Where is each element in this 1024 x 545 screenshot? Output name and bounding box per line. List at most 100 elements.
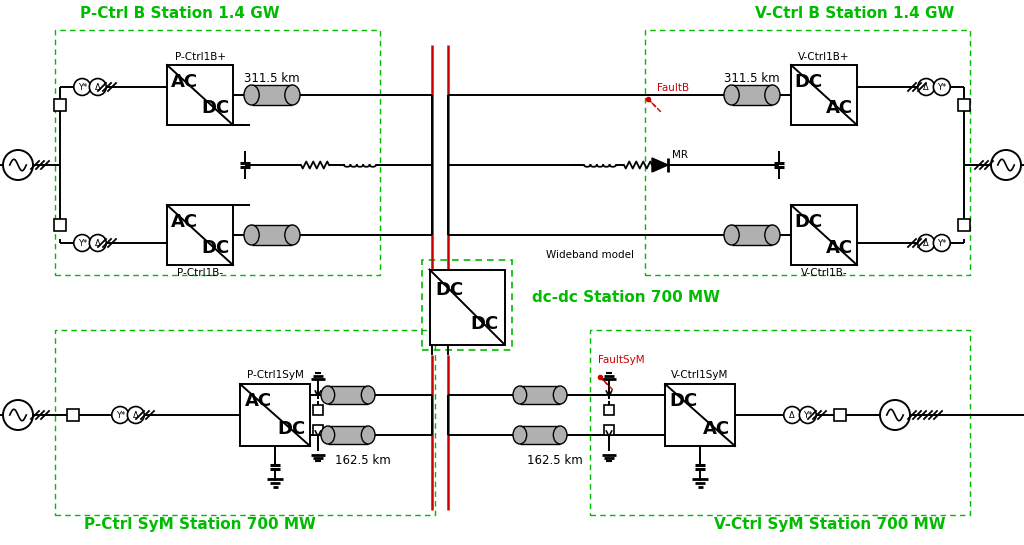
Bar	[54, 99, 66, 111]
Ellipse shape	[553, 386, 567, 404]
Text: DC: DC	[202, 99, 229, 117]
Ellipse shape	[285, 85, 300, 105]
Circle shape	[74, 234, 91, 251]
Text: DC: DC	[795, 213, 822, 231]
Text: FaultSyM: FaultSyM	[598, 355, 645, 365]
Text: DC: DC	[670, 392, 697, 410]
Bar	[252, 85, 293, 105]
Ellipse shape	[321, 426, 335, 444]
Text: DC: DC	[202, 239, 229, 257]
Text: DC: DC	[795, 73, 822, 91]
Ellipse shape	[553, 426, 567, 444]
Circle shape	[112, 407, 129, 423]
Text: Y*: Y*	[937, 239, 946, 247]
Bar	[55, 330, 435, 515]
Text: 162.5 km: 162.5 km	[527, 453, 583, 467]
Bar	[422, 260, 512, 350]
Bar	[313, 405, 323, 415]
Bar	[328, 426, 369, 444]
Text: DC: DC	[278, 420, 305, 438]
Bar	[252, 225, 293, 245]
Circle shape	[991, 150, 1021, 180]
Circle shape	[783, 407, 801, 423]
Bar	[328, 386, 369, 404]
Text: MR: MR	[672, 150, 688, 160]
Bar	[604, 425, 614, 435]
Circle shape	[918, 234, 935, 251]
Bar	[167, 205, 233, 265]
Ellipse shape	[244, 225, 259, 245]
Text: AC: AC	[826, 99, 853, 117]
Text: V-Ctrl B Station 1.4 GW: V-Ctrl B Station 1.4 GW	[756, 7, 954, 21]
Polygon shape	[652, 158, 668, 172]
Circle shape	[3, 150, 33, 180]
Bar	[731, 225, 772, 245]
Text: Y*: Y*	[78, 82, 87, 92]
Bar	[67, 409, 79, 421]
Text: Y*: Y*	[937, 82, 946, 92]
Circle shape	[3, 400, 33, 430]
Text: Wideband model: Wideband model	[546, 250, 634, 260]
Ellipse shape	[244, 85, 259, 105]
Ellipse shape	[724, 85, 739, 105]
Bar	[791, 205, 857, 265]
Text: Δ: Δ	[790, 410, 795, 420]
Text: Δ: Δ	[95, 82, 100, 92]
Ellipse shape	[361, 426, 375, 444]
Bar	[520, 426, 560, 444]
Text: 311.5 km: 311.5 km	[244, 72, 300, 86]
Circle shape	[918, 78, 935, 95]
Circle shape	[74, 78, 91, 95]
Text: AC: AC	[826, 239, 853, 257]
Text: V-Ctrl1B-: V-Ctrl1B-	[801, 268, 847, 278]
Bar	[520, 386, 560, 404]
Circle shape	[933, 234, 950, 251]
Circle shape	[933, 78, 950, 95]
Text: dc-dc Station 700 MW: dc-dc Station 700 MW	[532, 289, 720, 305]
Bar	[645, 30, 970, 275]
Text: Δ: Δ	[133, 410, 138, 420]
Text: V-Ctrl SyM Station 700 MW: V-Ctrl SyM Station 700 MW	[714, 518, 946, 532]
Text: DC: DC	[471, 315, 499, 333]
Ellipse shape	[513, 386, 526, 404]
Text: V-Ctrl1B+: V-Ctrl1B+	[799, 52, 850, 62]
Text: 311.5 km: 311.5 km	[724, 72, 780, 86]
Text: AC: AC	[245, 392, 272, 410]
Ellipse shape	[513, 426, 526, 444]
Text: AC: AC	[702, 420, 730, 438]
Ellipse shape	[285, 225, 300, 245]
Text: Y*: Y*	[116, 410, 125, 420]
Ellipse shape	[765, 85, 780, 105]
Bar	[958, 99, 970, 111]
Bar	[429, 269, 505, 344]
Text: Y*: Y*	[803, 410, 812, 420]
Ellipse shape	[765, 225, 780, 245]
Circle shape	[880, 400, 910, 430]
Ellipse shape	[724, 225, 739, 245]
Text: Δ: Δ	[924, 82, 929, 92]
Circle shape	[89, 234, 106, 251]
Text: Δ: Δ	[95, 239, 100, 247]
Bar	[731, 85, 772, 105]
Bar	[665, 384, 735, 446]
Bar	[313, 425, 323, 435]
Text: V-Ctrl1SyM: V-Ctrl1SyM	[672, 370, 729, 380]
Ellipse shape	[321, 386, 335, 404]
Text: DC: DC	[435, 281, 464, 299]
Ellipse shape	[361, 386, 375, 404]
Text: 162.5 km: 162.5 km	[335, 453, 391, 467]
Text: AC: AC	[171, 213, 198, 231]
Text: P-Ctrl B Station 1.4 GW: P-Ctrl B Station 1.4 GW	[80, 7, 280, 21]
Bar	[958, 219, 970, 231]
Bar	[167, 65, 233, 125]
Bar	[54, 219, 66, 231]
Text: Y*: Y*	[78, 239, 87, 247]
Circle shape	[89, 78, 106, 95]
Circle shape	[800, 407, 816, 423]
Text: FaultB: FaultB	[657, 83, 689, 93]
Text: AC: AC	[171, 73, 198, 91]
Bar	[55, 30, 380, 275]
Circle shape	[127, 407, 144, 423]
Text: P-Ctrl1B-: P-Ctrl1B-	[177, 268, 223, 278]
Text: P-Ctrl SyM Station 700 MW: P-Ctrl SyM Station 700 MW	[84, 518, 316, 532]
